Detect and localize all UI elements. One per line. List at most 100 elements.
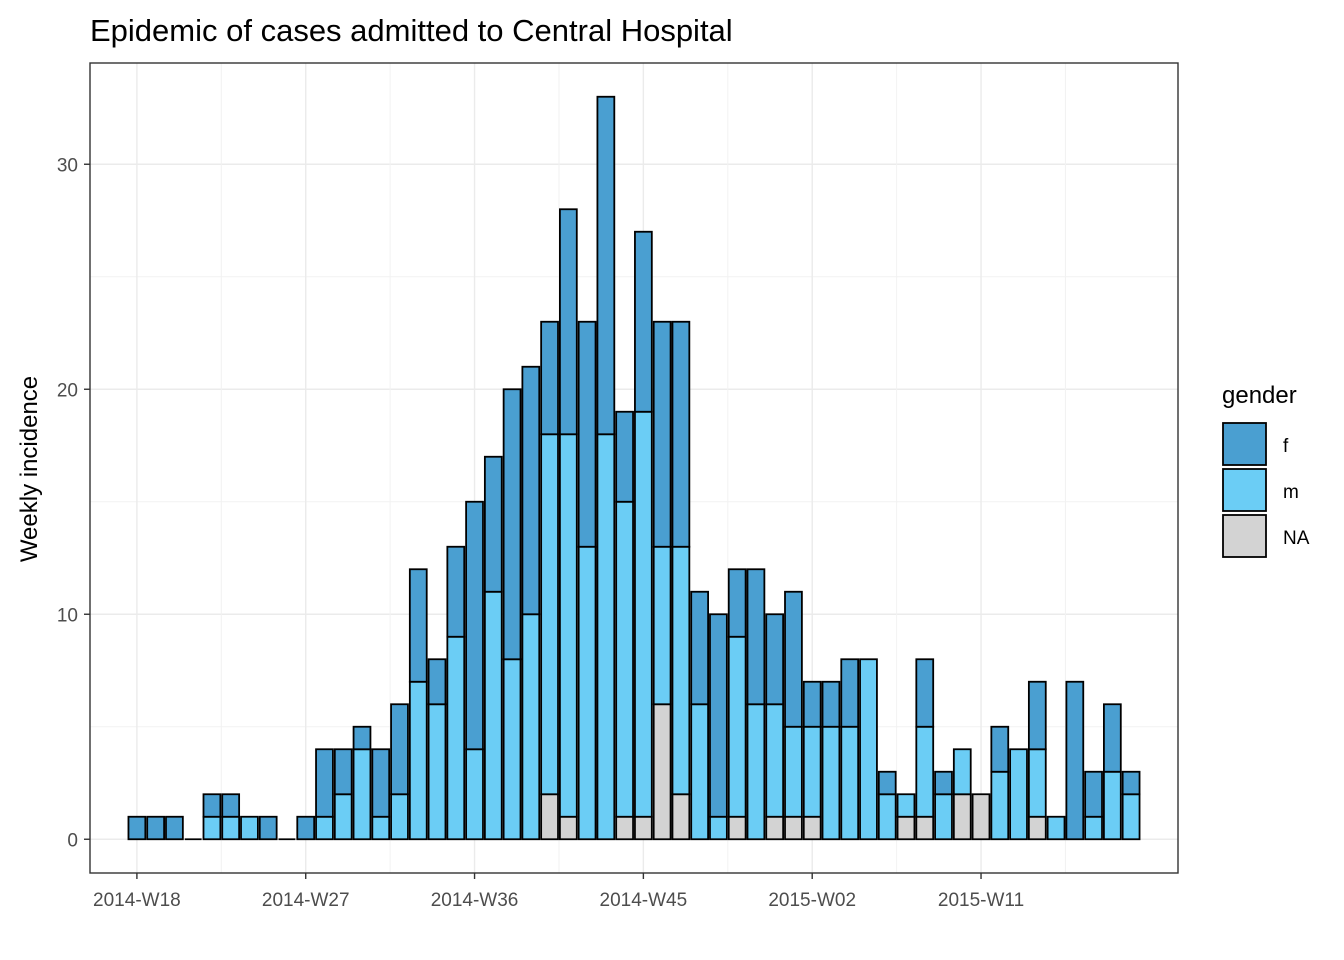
grid-lines — [90, 63, 1178, 873]
bar-f — [333, 748, 353, 796]
legend-label-NA: NA — [1283, 528, 1310, 549]
bar-f — [146, 815, 165, 841]
bar-m — [784, 725, 803, 818]
bar-NA — [896, 815, 916, 841]
bar-f — [990, 725, 1010, 773]
bar-f — [1027, 680, 1047, 751]
bar-NA — [652, 703, 672, 841]
bar-m — [540, 433, 559, 796]
bar-f — [671, 320, 691, 548]
bar-f — [483, 455, 503, 593]
bar-m — [483, 590, 503, 841]
bar-f — [465, 500, 484, 751]
bar-NA — [559, 815, 578, 841]
x-tick-label: 2015-W02 — [768, 890, 856, 911]
bar-f — [877, 770, 897, 796]
bar-m — [877, 793, 897, 841]
bar-f — [202, 793, 222, 818]
bar-f — [371, 748, 391, 818]
bar-m — [371, 815, 391, 841]
bar-NA — [784, 815, 803, 841]
bar-NA — [1027, 815, 1047, 841]
bar-f — [1065, 680, 1085, 841]
bar-f — [1121, 770, 1141, 796]
bar-f — [596, 95, 616, 436]
bar-m — [1121, 793, 1141, 841]
bar-f — [559, 208, 578, 436]
bar-f — [165, 815, 184, 841]
legend-key-NA — [1222, 514, 1267, 558]
legend-label-m: m — [1283, 482, 1299, 503]
bar-f — [577, 320, 597, 548]
bar-m — [390, 793, 409, 841]
bar-m — [427, 703, 447, 841]
bar-m — [934, 793, 953, 841]
bar-m — [821, 725, 841, 841]
bar-m — [746, 703, 766, 841]
bar-m — [446, 635, 466, 841]
chart-title: Epidemic of cases admitted to Central Ho… — [90, 13, 733, 48]
y-tick-label: 0 — [67, 830, 78, 851]
bar-f — [934, 770, 953, 796]
bar-f — [802, 680, 822, 728]
bar-m — [1103, 770, 1122, 841]
legend: gender f m NA — [1222, 382, 1310, 558]
bar-f — [690, 590, 709, 706]
bar-f — [709, 613, 728, 818]
y-axis: 0 10 20 30 — [57, 155, 90, 851]
bar-m — [690, 703, 709, 841]
legend-key-f — [1222, 422, 1267, 466]
x-tick-label: 2014-W45 — [600, 890, 688, 911]
bar-f — [390, 703, 409, 796]
x-tick-label: 2014-W18 — [93, 890, 181, 911]
bar-m — [765, 703, 785, 818]
bar-f — [727, 568, 747, 638]
bar-f — [765, 613, 785, 706]
bar-NA — [540, 793, 559, 841]
bar-f — [408, 568, 428, 683]
bar-m — [634, 410, 653, 818]
bar-f — [1084, 770, 1103, 818]
x-tick-label: 2014-W27 — [262, 890, 350, 911]
bar-f — [521, 365, 541, 616]
bar-m — [521, 613, 541, 841]
bar-f — [615, 410, 634, 503]
bar-m — [502, 658, 522, 841]
bar-f — [915, 658, 935, 728]
bar-m — [990, 770, 1010, 841]
x-axis: 2014-W18 2014-W27 2014-W36 2014-W45 2015-W02… — [93, 873, 1024, 911]
bar-m — [1084, 815, 1103, 841]
bar-m — [952, 748, 972, 796]
bar-f — [296, 815, 316, 841]
bar-m — [896, 793, 916, 818]
bar-m — [859, 658, 878, 841]
bar-f — [746, 568, 766, 706]
bar-f — [634, 230, 653, 413]
bar-m — [559, 433, 578, 818]
bar-m — [1046, 815, 1066, 841]
bar-f — [840, 658, 860, 728]
bar-f — [352, 725, 372, 751]
bar-m — [802, 725, 822, 818]
bar-NA — [802, 815, 822, 841]
legend-label-f: f — [1283, 436, 1289, 457]
bar-m — [221, 815, 241, 841]
bar-f — [446, 545, 466, 638]
bar-NA — [634, 815, 653, 841]
bar-f — [784, 590, 803, 728]
bar-f — [315, 748, 334, 818]
bars — [127, 95, 1141, 841]
bar-m — [671, 545, 691, 796]
bar-m — [577, 545, 597, 841]
bar-m — [915, 725, 935, 818]
bar-f — [221, 793, 241, 818]
legend-title: gender — [1222, 382, 1297, 409]
bar-NA — [952, 793, 972, 841]
bar-m — [1009, 748, 1028, 841]
bar-m — [709, 815, 728, 841]
legend-key-m — [1222, 468, 1267, 512]
bar-m — [652, 545, 672, 706]
bar-NA — [727, 815, 747, 841]
bar-m — [596, 433, 616, 841]
